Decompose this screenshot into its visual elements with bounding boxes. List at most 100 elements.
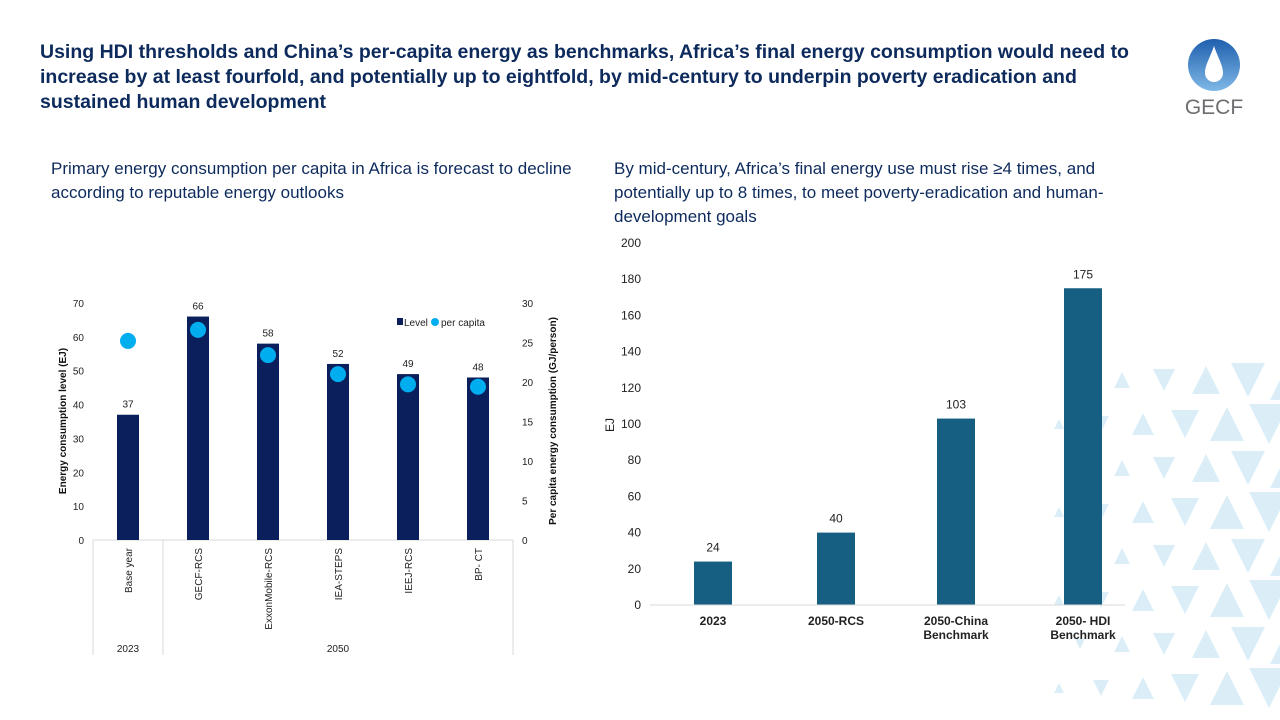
bar-data-label: 66 (192, 302, 204, 313)
pattern-triangle (1114, 636, 1130, 652)
pattern-triangle (1192, 454, 1220, 482)
pattern-triangle (1093, 680, 1109, 696)
legend-level-label: Level (404, 318, 428, 329)
right-chart-subtitle: By mid-century, Africa’s final energy us… (614, 159, 1104, 226)
y-tick: 140 (621, 345, 641, 359)
right-y-tick: 25 (522, 339, 534, 350)
x-group-label: 2050 (327, 644, 350, 655)
pattern-triangle (1210, 583, 1244, 617)
x-category-label: Base year (124, 547, 135, 593)
pattern-triangle (1114, 548, 1130, 564)
x-category-label: 2050-China (924, 614, 988, 628)
pattern-triangle (1231, 363, 1265, 397)
pattern-triangle (1153, 369, 1175, 391)
y-axis-label: EJ (603, 418, 617, 432)
pattern-triangle (1114, 460, 1130, 476)
pattern-triangle (1270, 556, 1280, 576)
right-y-tick: 20 (522, 378, 534, 389)
pattern-triangle (1270, 468, 1280, 488)
pattern-triangle (1171, 498, 1199, 526)
pattern-triangle (1249, 580, 1280, 620)
bar-data-label: 103 (946, 398, 966, 412)
x-category-label: BP- CT (474, 548, 485, 581)
bar-data-label: 24 (706, 541, 720, 555)
bar-data-label: 40 (829, 512, 843, 526)
right-y-tick: 5 (522, 497, 528, 508)
bar-data-label: 37 (122, 400, 134, 411)
pattern-triangle (1249, 492, 1280, 532)
slide-title: Using HDI thresholds and China’s per-cap… (40, 41, 1129, 113)
left-y-tick: 40 (73, 401, 85, 412)
pattern-triangle (1132, 589, 1154, 611)
pattern-triangle (1171, 586, 1199, 614)
level-bar (397, 374, 419, 540)
y-tick: 180 (621, 272, 641, 286)
pattern-triangle (1132, 413, 1154, 435)
bar-data-label: 52 (332, 349, 344, 360)
y-tick: 200 (621, 236, 641, 250)
pattern-triangle (1153, 457, 1175, 479)
per-capita-dot (470, 378, 486, 395)
level-bar (327, 363, 349, 540)
left-y-tick: 70 (73, 299, 85, 310)
left-y-tick: 10 (73, 502, 85, 513)
y-tick: 80 (628, 453, 642, 467)
pattern-triangle (1231, 627, 1265, 661)
pattern-triangle (1210, 495, 1244, 529)
right-y-tick: 0 (522, 536, 528, 547)
x-category-label: Benchmark (1050, 628, 1116, 642)
pattern-triangle (1132, 501, 1154, 523)
per-capita-dot (400, 376, 416, 393)
pattern-triangle (1192, 366, 1220, 394)
x-category-label: IEEJ-RCS (404, 548, 415, 594)
x-category-label: Benchmark (923, 628, 989, 642)
level-bar (187, 316, 209, 540)
pattern-triangle (1054, 419, 1064, 429)
gecf-logo: GECF (1183, 38, 1247, 119)
pattern-triangle (1114, 372, 1130, 388)
bar (1064, 288, 1102, 605)
bar-data-label: 49 (402, 359, 414, 370)
y-tick: 0 (634, 598, 641, 612)
left-y-tick: 30 (73, 434, 85, 445)
legend-per-capita-swatch (431, 318, 439, 326)
pattern-triangle (1231, 539, 1265, 573)
legend-per-capita-label: per capita (441, 318, 485, 329)
y-tick: 100 (621, 417, 641, 431)
pattern-triangle (1210, 407, 1244, 441)
pattern-triangle (1054, 683, 1064, 693)
left-y-tick: 0 (78, 536, 84, 547)
bar (817, 532, 855, 605)
per-capita-dot (190, 321, 206, 338)
y-tick: 20 (628, 562, 642, 576)
x-category-label: GECF-RCS (194, 548, 205, 601)
per-capita-dot (260, 347, 276, 364)
bar (937, 418, 975, 605)
right-y-tick: 15 (522, 418, 534, 429)
y-tick: 160 (621, 308, 641, 322)
pattern-triangle (1132, 677, 1154, 699)
pattern-triangle (1192, 630, 1220, 658)
y-tick: 60 (628, 489, 642, 503)
pattern-triangle (1231, 451, 1265, 485)
pattern-triangle (1054, 507, 1064, 517)
pattern-triangle (1153, 545, 1175, 567)
bar (694, 561, 732, 605)
x-category-label: IEA-STEPS (334, 548, 345, 601)
pattern-triangle (1270, 644, 1280, 664)
pattern-triangle (1270, 380, 1280, 400)
left-y-tick: 50 (73, 367, 85, 378)
pattern-triangle (1054, 595, 1064, 605)
x-category-label: 2050- HDI (1056, 614, 1111, 628)
bar-data-label: 58 (262, 329, 274, 340)
pattern-triangle (1249, 404, 1280, 444)
left-y-tick: 60 (73, 333, 85, 344)
per-capita-dot (330, 366, 346, 383)
x-category-label: 2050-RCS (808, 614, 864, 628)
right-y-tick: 30 (522, 299, 534, 310)
pattern-triangle (1249, 668, 1280, 708)
y-tick: 40 (628, 526, 642, 540)
pattern-triangle (1192, 542, 1220, 570)
